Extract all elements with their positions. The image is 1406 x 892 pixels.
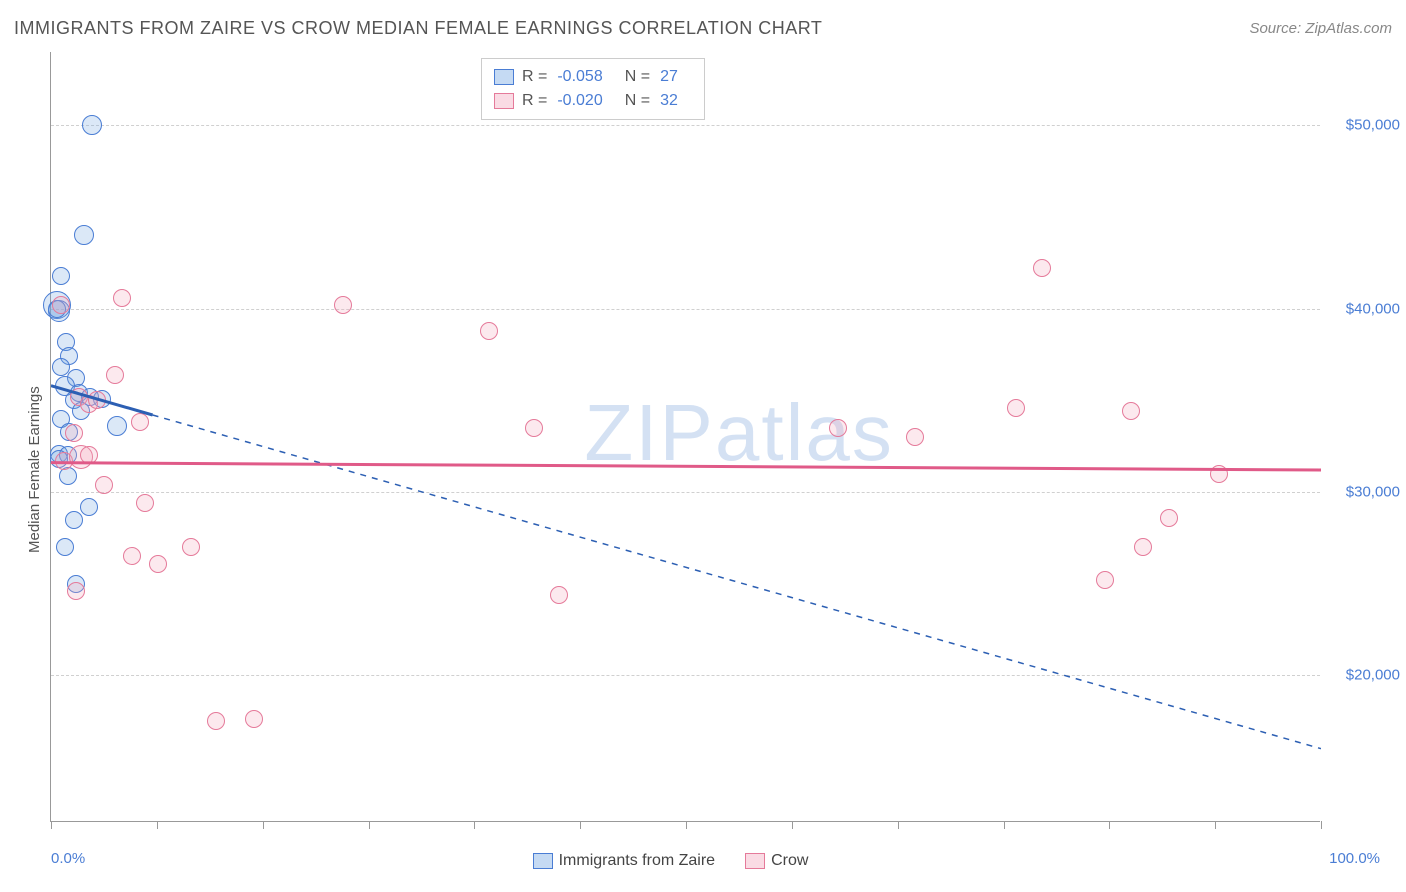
- series-legend-item: Immigrants from Zaire: [533, 852, 715, 870]
- gridline: [51, 675, 1320, 676]
- scatter-point: [107, 416, 127, 436]
- n-label: N =: [625, 65, 650, 89]
- x-tick: [263, 821, 264, 829]
- x-min-label: 0.0%: [51, 850, 85, 867]
- scatter-point: [82, 115, 102, 135]
- x-tick: [580, 821, 581, 829]
- x-tick: [898, 821, 899, 829]
- scatter-point: [65, 511, 83, 529]
- series-legend: Immigrants from Zaire Crow: [533, 852, 809, 870]
- scatter-point: [182, 538, 200, 556]
- watermark-text: ZIPatlas: [584, 387, 893, 479]
- gridline: [51, 492, 1320, 493]
- x-tick: [157, 821, 158, 829]
- legend-swatch: [745, 853, 765, 869]
- scatter-point: [80, 446, 98, 464]
- scatter-point: [95, 476, 113, 494]
- x-tick: [474, 821, 475, 829]
- r-value: -0.058: [557, 65, 602, 89]
- r-label: R =: [522, 89, 547, 113]
- scatter-point: [550, 586, 568, 604]
- scatter-point: [480, 322, 498, 340]
- gridline: [51, 309, 1320, 310]
- scatter-point: [52, 296, 70, 314]
- series-legend-item: Crow: [745, 852, 808, 870]
- legend-swatch: [533, 853, 553, 869]
- correlation-legend-row: R = -0.020 N = 32: [494, 89, 692, 113]
- x-tick: [1109, 821, 1110, 829]
- scatter-point: [74, 225, 94, 245]
- scatter-point: [1007, 399, 1025, 417]
- r-value: -0.020: [557, 89, 602, 113]
- x-tick: [1321, 821, 1322, 829]
- scatter-point: [106, 366, 124, 384]
- correlation-legend: R = -0.058 N = 27 R = -0.020 N = 32: [481, 58, 705, 120]
- scatter-point: [65, 424, 83, 442]
- series-name: Crow: [771, 852, 808, 870]
- scatter-point: [207, 712, 225, 730]
- legend-swatch: [494, 69, 514, 85]
- scatter-point: [80, 498, 98, 516]
- x-tick: [51, 821, 52, 829]
- legend-swatch: [494, 93, 514, 109]
- plot-area: ZIPatlas $20,000$30,000$40,000$50,0000.0…: [50, 52, 1320, 822]
- correlation-legend-row: R = -0.058 N = 27: [494, 65, 692, 89]
- scatter-point: [829, 419, 847, 437]
- n-value: 27: [660, 65, 678, 89]
- scatter-point: [525, 419, 543, 437]
- trend-lines: [51, 52, 1321, 822]
- scatter-point: [1160, 509, 1178, 527]
- scatter-point: [245, 710, 263, 728]
- scatter-point: [1096, 571, 1114, 589]
- scatter-point: [906, 428, 924, 446]
- gridline: [51, 125, 1320, 126]
- scatter-point: [56, 538, 74, 556]
- chart-source: Source: ZipAtlas.com: [1249, 20, 1392, 37]
- x-tick: [1215, 821, 1216, 829]
- y-tick-label: $50,000: [1330, 117, 1400, 134]
- n-value: 32: [660, 89, 678, 113]
- chart-header: IMMIGRANTS FROM ZAIRE VS CROW MEDIAN FEM…: [14, 18, 1392, 39]
- x-max-label: 100.0%: [1329, 850, 1380, 867]
- y-tick-label: $20,000: [1330, 667, 1400, 684]
- scatter-point: [1210, 465, 1228, 483]
- scatter-point: [1033, 259, 1051, 277]
- n-label: N =: [625, 89, 650, 113]
- scatter-point: [136, 494, 154, 512]
- x-tick: [792, 821, 793, 829]
- scatter-point: [1134, 538, 1152, 556]
- scatter-point: [149, 555, 167, 573]
- scatter-point: [131, 413, 149, 431]
- x-tick: [1004, 821, 1005, 829]
- chart-title: IMMIGRANTS FROM ZAIRE VS CROW MEDIAN FEM…: [14, 18, 822, 39]
- x-tick: [686, 821, 687, 829]
- scatter-point: [123, 547, 141, 565]
- scatter-point: [52, 267, 70, 285]
- r-label: R =: [522, 65, 547, 89]
- scatter-point: [1122, 402, 1140, 420]
- scatter-point: [334, 296, 352, 314]
- y-axis-title: Median Female Earnings: [26, 386, 43, 553]
- scatter-point: [88, 391, 106, 409]
- y-tick-label: $40,000: [1330, 300, 1400, 317]
- scatter-point: [113, 289, 131, 307]
- scatter-point: [67, 582, 85, 600]
- x-tick: [369, 821, 370, 829]
- y-tick-label: $30,000: [1330, 484, 1400, 501]
- series-name: Immigrants from Zaire: [559, 852, 715, 870]
